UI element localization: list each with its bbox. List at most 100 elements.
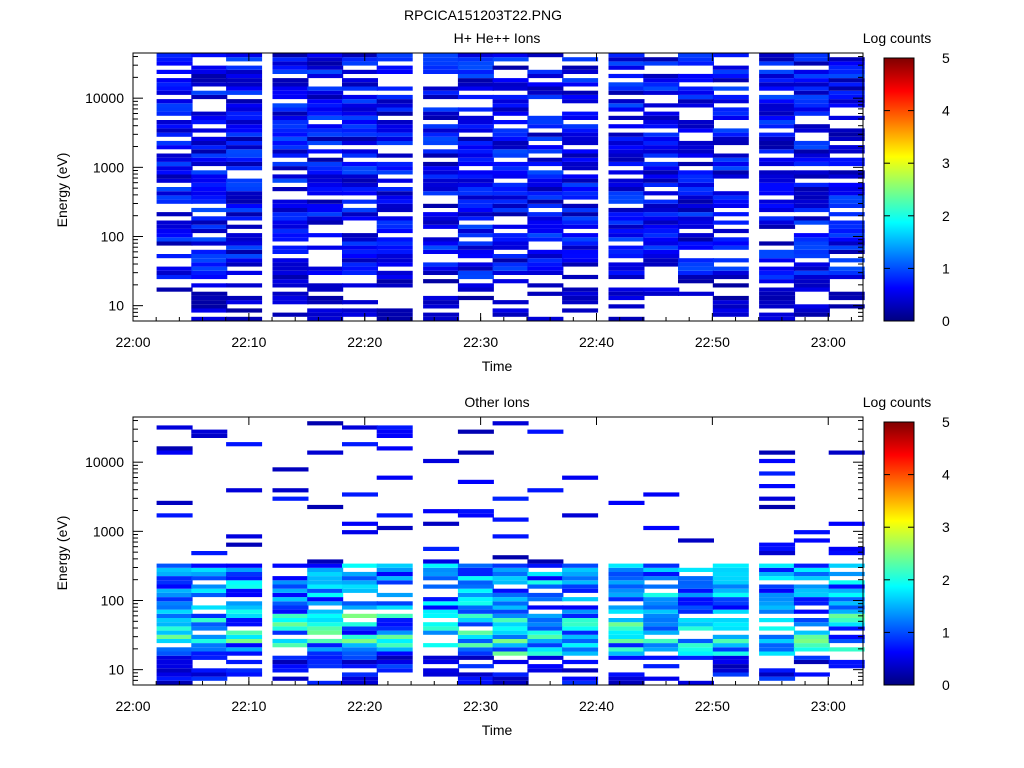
heatmap-cell: [156, 224, 193, 229]
heatmap-cell: [307, 99, 344, 104]
heatmap-cell: [376, 245, 413, 250]
heatmap-cell: [423, 659, 460, 665]
heatmap-cell: [793, 279, 830, 284]
heatmap-cell: [423, 61, 460, 66]
heatmap-cell: [562, 475, 599, 480]
heatmap-cell: [678, 128, 714, 133]
heatmap-cell: [608, 99, 645, 104]
heatmap-cell: [793, 538, 830, 543]
heatmap-cell: [423, 270, 460, 275]
heatmap-cell: [678, 592, 714, 598]
heatmap-cell: [562, 659, 599, 665]
heatmap-cell: [608, 651, 645, 656]
heatmap-cell: [712, 153, 749, 158]
heatmap-cell: [562, 157, 599, 162]
heatmap-cell: [342, 128, 378, 133]
heatmap-cell: [457, 567, 494, 572]
heatmap-cell: [793, 111, 830, 116]
heatmap-cell: [643, 220, 680, 225]
heatmap-cell: [678, 580, 714, 585]
heatmap-cell: [226, 161, 263, 167]
heatmap-cell: [156, 630, 193, 635]
heatmap-cell: [828, 149, 865, 154]
heatmap-cell: [376, 258, 413, 263]
heatmap-cell: [712, 174, 749, 179]
heatmap-cell: [793, 584, 830, 589]
heatmap-cell: [191, 638, 228, 644]
heatmap-cell: [272, 207, 309, 213]
heatmap-cell: [457, 207, 494, 213]
heatmap-cell: [423, 458, 460, 464]
heatmap-cell: [562, 254, 599, 259]
heatmap-cell: [376, 668, 413, 673]
heatmap-cell: [712, 195, 749, 200]
heatmap-cell: [423, 312, 460, 317]
heatmap-cell: [423, 571, 460, 577]
heatmap-cell: [191, 626, 228, 631]
heatmap-cell: [492, 191, 529, 196]
heatmap-cell: [527, 249, 564, 254]
heatmap-cell: [678, 140, 714, 146]
panel-top: H+ He++ Ions 22:00 22:10 22:20 22:30 22:40 22…: [54, 30, 950, 374]
heatmap-cell: [423, 220, 460, 225]
heatmap-cell: [307, 601, 344, 606]
heatmap-cell: [759, 300, 796, 305]
heatmap-cell: [307, 111, 344, 116]
heatmap-cell: [376, 634, 413, 639]
heatmap-cell: [376, 312, 413, 317]
heatmap-cell: [759, 103, 796, 108]
heatmap-cell: [307, 128, 344, 133]
heatmap-cell: [793, 182, 830, 187]
heatmap-cell: [712, 53, 749, 58]
heatmap-cell: [342, 120, 378, 125]
heatmap-cell: [307, 86, 344, 91]
heatmap-cell: [457, 195, 494, 200]
heatmap-cell: [492, 187, 529, 192]
heatmap-cell: [608, 145, 645, 150]
heatmap-cell: [376, 425, 413, 430]
heatmap-cell: [759, 161, 796, 167]
heatmap-cell: [793, 90, 830, 95]
heatmap-cell: [492, 659, 529, 665]
heatmap-cell: [376, 207, 413, 213]
heatmap-cell: [608, 220, 645, 225]
heatmap-cell: [793, 262, 830, 267]
heatmap-cell: [272, 153, 309, 158]
heatmap-cell: [156, 655, 193, 660]
heatmap-cell: [608, 249, 645, 254]
heatmap-cell: [492, 597, 529, 602]
heatmap-cell: [376, 187, 413, 192]
heatmap-cell: [828, 103, 865, 108]
heatmap-cell: [342, 166, 378, 171]
heatmap-cell: [376, 643, 413, 648]
heatmap-cell: [156, 446, 193, 451]
x-tick-label: 22:40: [579, 334, 614, 350]
panel-bottom-heatmap: [156, 421, 865, 685]
heatmap-cell: [342, 136, 378, 141]
heatmap-cell: [562, 128, 599, 133]
heatmap-cell: [457, 479, 494, 484]
heatmap-cell: [226, 128, 263, 133]
heatmap-cell: [457, 124, 494, 129]
heatmap-cell: [272, 613, 309, 618]
heatmap-cell: [457, 601, 494, 606]
heatmap-cell: [226, 187, 263, 192]
heatmap-cell: [226, 592, 263, 598]
heatmap-cell: [643, 82, 680, 87]
heatmap-cell: [759, 182, 796, 187]
heatmap-cell: [272, 496, 309, 501]
heatmap-cell: [643, 191, 680, 196]
heatmap-cell: [712, 107, 749, 112]
heatmap-cell: [562, 161, 599, 167]
heatmap-cell: [272, 124, 309, 129]
heatmap-cell: [191, 249, 228, 254]
heatmap-cell: [562, 668, 599, 673]
heatmap-cell: [643, 492, 680, 497]
heatmap-cell: [156, 651, 193, 656]
heatmap-cell: [712, 161, 749, 167]
heatmap-cell: [272, 111, 309, 116]
heatmap-cell: [527, 178, 564, 183]
heatmap-cell: [527, 69, 564, 74]
heatmap-cell: [307, 563, 344, 568]
heatmap-cell: [272, 622, 309, 627]
